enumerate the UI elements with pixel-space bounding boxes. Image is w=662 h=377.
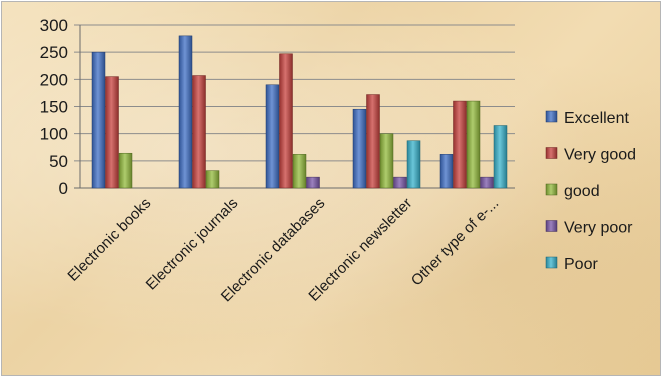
bar-excellent <box>352 108 367 189</box>
x-category-label: Other type of e-... <box>408 195 503 290</box>
legend-label: Poor <box>564 256 598 273</box>
legend-swatch <box>545 256 558 269</box>
y-axis-ticks: 0 50 100 150 200 250 300 <box>40 16 68 198</box>
bar-good <box>118 152 133 189</box>
bar-very-good <box>453 100 467 189</box>
legend-label: Excellent <box>564 110 629 127</box>
bar-excellent <box>178 35 193 189</box>
y-tick-label: 250 <box>40 43 68 62</box>
x-category-label: Electronic books <box>64 195 154 285</box>
y-tick-label: 0 <box>59 179 68 198</box>
y-tick-label: 50 <box>49 152 68 171</box>
bar-poor <box>493 125 508 189</box>
legend-label: Very good <box>564 147 636 164</box>
y-tick-label: 200 <box>40 70 68 89</box>
legend-swatch <box>545 220 558 232</box>
legend-swatch <box>545 183 558 196</box>
bar-good <box>292 154 307 189</box>
bar-good <box>205 170 220 189</box>
bar-excellent <box>265 84 280 189</box>
legend-swatch <box>545 147 558 159</box>
bar-very-poor <box>480 176 494 189</box>
bar-excellent <box>439 154 454 189</box>
legend: Excellent Very good good Very poor Poor <box>545 110 636 273</box>
bar-very-poor <box>306 176 320 189</box>
y-tick-label: 100 <box>40 125 68 144</box>
bar-poor <box>406 140 421 189</box>
legend-label: Very poor <box>564 220 633 237</box>
legend-label: good <box>564 183 600 200</box>
bar-very-poor <box>393 176 407 189</box>
bar-very-good <box>366 94 380 189</box>
bar-excellent <box>91 51 106 189</box>
bar-very-good <box>279 53 293 189</box>
bar-very-good <box>105 76 119 189</box>
x-category-label: Electronic journals <box>143 195 242 294</box>
y-tick-label: 300 <box>40 16 68 35</box>
bar-good <box>466 100 481 189</box>
legend-swatch <box>545 110 558 123</box>
bars <box>91 35 508 189</box>
bar-very-good <box>192 75 206 189</box>
bar-good <box>379 133 394 189</box>
y-tick-label: 150 <box>40 98 68 117</box>
